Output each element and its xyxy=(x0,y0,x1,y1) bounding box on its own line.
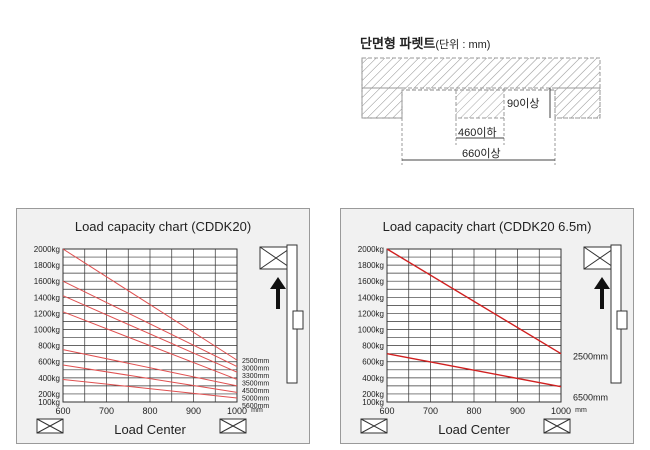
series-label: 2500mm xyxy=(573,352,608,362)
y-tick-label: 100kg xyxy=(38,398,60,407)
x-tick-label: 1000 xyxy=(551,406,571,416)
forklift-illustration xyxy=(583,244,628,384)
series-label: 3000mm xyxy=(242,366,269,373)
pallet-diagram: 90이상 460이하 660이상 xyxy=(361,57,601,165)
series-label: 3500mm xyxy=(242,381,269,388)
y-tick-label: 400kg xyxy=(38,374,60,383)
chart-title: Load capacity chart (CDDK20 6.5m) xyxy=(383,219,592,234)
dim-outer: 660이상 xyxy=(462,147,501,160)
load-chart-2: Load capacity chart (CDDK20 6.5m) 2000kg 1… xyxy=(358,219,628,437)
pallet-icon-left xyxy=(36,418,64,434)
series-line xyxy=(62,378,238,399)
series-line xyxy=(386,352,562,388)
pallet-icon-right xyxy=(543,418,571,434)
pallet-icon-left xyxy=(360,418,388,434)
pallet-icon-cross xyxy=(360,418,388,434)
y-tick-label: 1600kg xyxy=(34,277,60,286)
series-label: 4500mm xyxy=(242,388,269,395)
x-tick-label: 800 xyxy=(466,406,481,416)
y-tick-label: 1200kg xyxy=(34,309,60,318)
forklift-illustration xyxy=(259,244,304,384)
y-tick-label: 1400kg xyxy=(358,293,384,302)
x-tick-label: 800 xyxy=(142,406,157,416)
y-tick-label: 1200kg xyxy=(358,309,384,318)
chart-panel-1: Load capacity chart (CDDK20) 2000kg 1800kg… xyxy=(16,208,310,444)
dim-height: 90이상 xyxy=(507,97,539,110)
series-label: 5000mm xyxy=(242,396,269,403)
y-tick-label: 1000kg xyxy=(34,326,60,335)
x-unit-label: mm xyxy=(251,407,263,414)
x-tick-label: 600 xyxy=(55,406,70,416)
pallet-icon-cross xyxy=(543,418,571,434)
series-line xyxy=(62,248,238,361)
y-tick-label: 2000kg xyxy=(358,245,384,254)
y-tick-label: 400kg xyxy=(362,374,384,383)
series-label: 3300mm xyxy=(242,373,269,380)
load-chart-1: Load capacity chart (CDDK20) 2000kg 1800kg… xyxy=(34,219,304,437)
pallet-leg-middle xyxy=(455,87,505,119)
up-arrow-icon xyxy=(270,277,286,309)
y-tick-label: 800kg xyxy=(362,342,384,351)
series-line xyxy=(62,295,238,373)
series-label: 6500mm xyxy=(573,393,608,403)
pallet-leg-left xyxy=(361,87,403,119)
up-arrow-icon xyxy=(594,277,610,309)
y-tick-label: 200kg xyxy=(38,390,60,399)
series-label: 5600mm xyxy=(242,403,269,410)
y-tick-label: 100kg xyxy=(362,398,384,407)
dim-inner: 460이하 xyxy=(458,125,497,139)
pallet-title-text: 단면형 파렛트 xyxy=(360,36,436,51)
y-tick-label: 1600kg xyxy=(358,277,384,286)
series-line xyxy=(62,311,238,380)
x-tick-label: 700 xyxy=(423,406,438,416)
x-tick-label: 900 xyxy=(186,406,201,416)
y-tick-label: 1800kg xyxy=(358,261,384,270)
x-tick-label: 600 xyxy=(379,406,394,416)
pallet-unit: (단위 : mm) xyxy=(435,39,491,51)
pallet-icon-cross xyxy=(219,418,247,434)
x-tick-label: 900 xyxy=(510,406,525,416)
x-axis-label: Load Center xyxy=(438,422,510,437)
chart-title: Load capacity chart (CDDK20) xyxy=(75,219,251,234)
series-line xyxy=(62,280,238,368)
y-tick-label: 2000kg xyxy=(34,245,60,254)
y-tick-label: 600kg xyxy=(38,358,60,367)
series-label: 2500mm xyxy=(242,358,269,365)
y-tick-label: 200kg xyxy=(362,390,384,399)
pallet-leg-right xyxy=(554,87,601,119)
x-tick-label: 1000 xyxy=(227,406,247,416)
carriage-icon xyxy=(292,310,304,330)
series-line xyxy=(386,248,562,355)
pallet-icon-right xyxy=(219,418,247,434)
chart-panel-2: Load capacity chart (CDDK20 6.5m) 2000kg 1… xyxy=(340,208,634,444)
y-tick-label: 600kg xyxy=(362,358,384,367)
x-tick-label: 700 xyxy=(99,406,114,416)
pallet-title: 단면형 파렛트(단위 : mm) xyxy=(360,33,490,52)
y-tick-label: 1400kg xyxy=(34,293,60,302)
x-unit-label: mm xyxy=(575,407,587,414)
y-tick-label: 800kg xyxy=(38,342,60,351)
carriage-icon xyxy=(616,310,628,330)
pallet-body xyxy=(361,57,601,89)
x-axis-label: Load Center xyxy=(114,422,186,437)
series-line xyxy=(62,349,238,387)
y-tick-label: 1000kg xyxy=(358,326,384,335)
y-tick-label: 1800kg xyxy=(34,261,60,270)
pallet-icon-cross xyxy=(36,418,64,434)
series-line xyxy=(62,364,238,393)
